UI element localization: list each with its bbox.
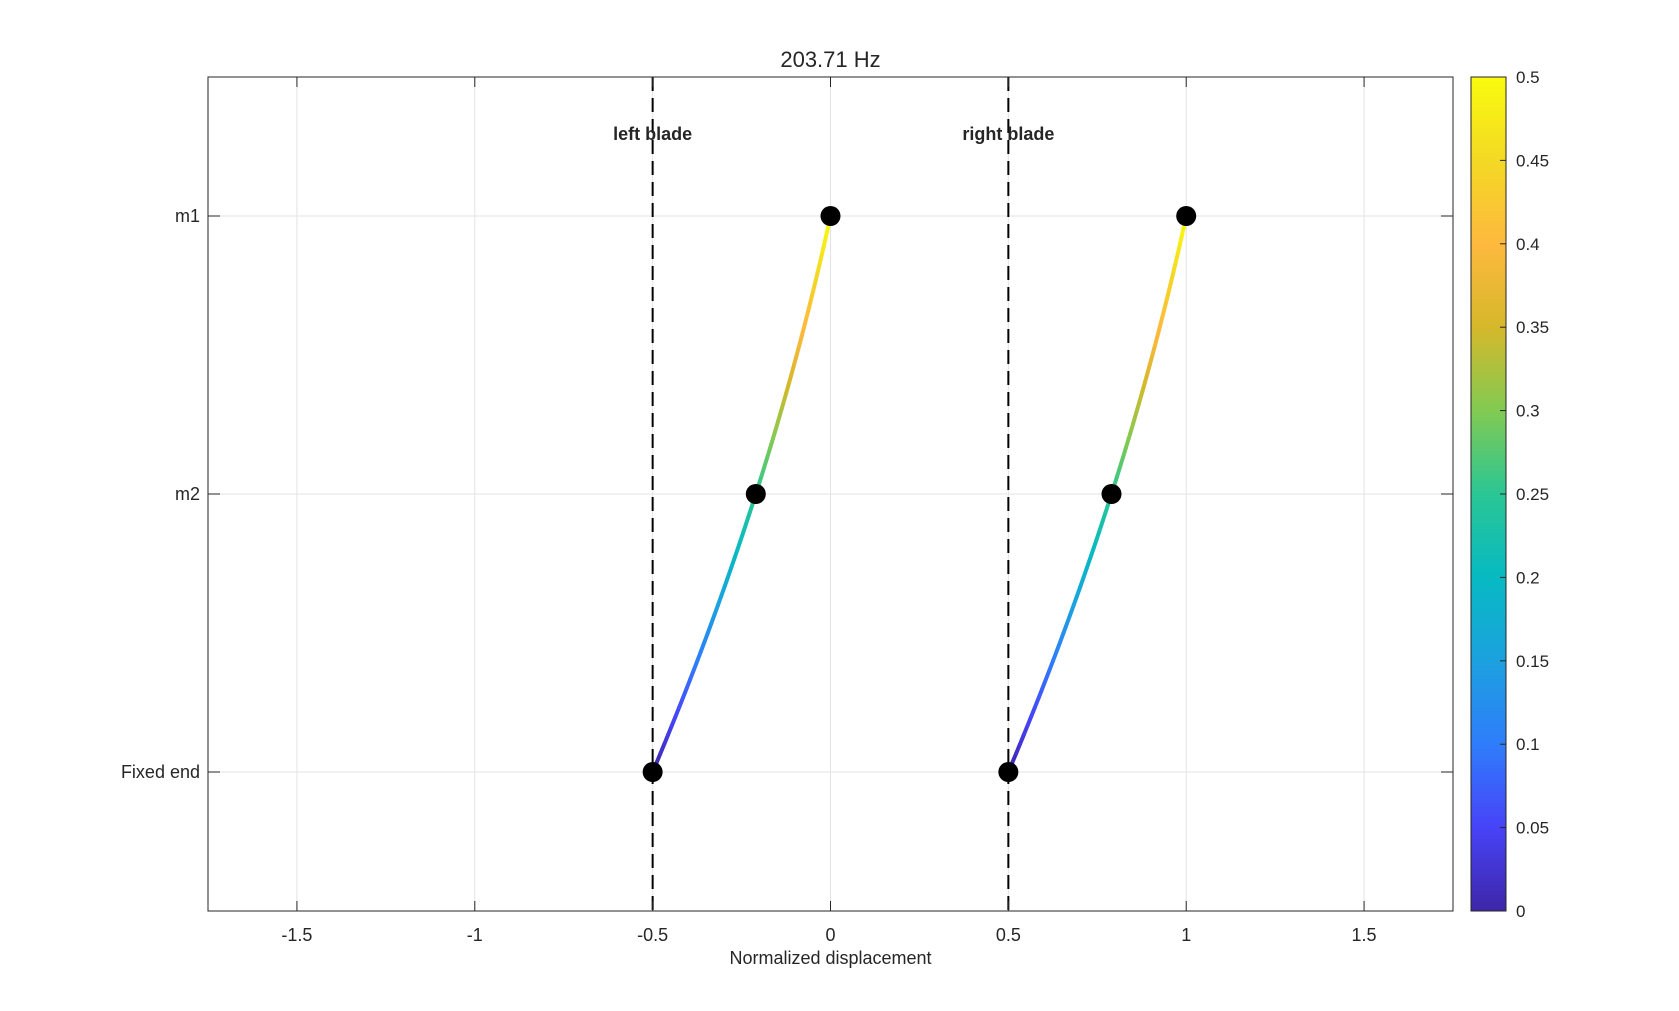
y-tick-label: m1 <box>175 206 200 226</box>
colorbar-tick-label: 0.35 <box>1516 318 1549 337</box>
data-point <box>745 484 766 504</box>
colorbar-tick-label: 0.05 <box>1516 819 1549 838</box>
y-tick-label: Fixed end <box>121 762 200 782</box>
chart-title: 203.71 Hz <box>780 47 880 72</box>
x-tick-label: 1.5 <box>1352 925 1377 945</box>
reference-line-label: right blade <box>962 124 1054 144</box>
x-tick-label: 1 <box>1181 925 1191 945</box>
colorbar-tick-label: 0.2 <box>1516 568 1540 587</box>
colorbar-tick-label: 0.15 <box>1516 652 1549 671</box>
y-tick-label: m2 <box>175 484 200 504</box>
data-point <box>1176 206 1197 226</box>
axes: -1.5 -1 -0.5 0 0.5 1 1.5 Fixed end m2 m1 <box>121 76 1454 945</box>
data-point <box>642 762 663 782</box>
x-tick-label: -0.5 <box>637 925 668 945</box>
data-point <box>998 762 1019 782</box>
x-tick-label: -1 <box>467 925 483 945</box>
x-axis-label: Normalized displacement <box>729 948 931 968</box>
colorbar-tick-label: 0.5 <box>1516 68 1540 87</box>
grid <box>208 77 1453 911</box>
x-tick-label: 0 <box>825 925 835 945</box>
colorbar-tick-label: 0.3 <box>1516 402 1540 421</box>
colorbar-tick-label: 0.4 <box>1516 235 1540 254</box>
data-point <box>820 206 841 226</box>
colorbar-tick-label: 0.45 <box>1516 151 1549 170</box>
data-point <box>1101 484 1122 504</box>
x-tick-label: 0.5 <box>996 925 1021 945</box>
x-tick-label: -1.5 <box>281 925 312 945</box>
colorbar-tick-label: 0 <box>1516 902 1525 921</box>
series <box>642 206 1197 782</box>
reference-line-label: left blade <box>613 124 692 144</box>
colorbar-tick-label: 0.25 <box>1516 485 1549 504</box>
colorbar: 0 0.05 0.1 0.15 0.2 0.25 0.3 0.35 0.4 0.45 0.5 <box>1470 68 1549 921</box>
colorbar-tick-label: 0.1 <box>1516 735 1540 754</box>
